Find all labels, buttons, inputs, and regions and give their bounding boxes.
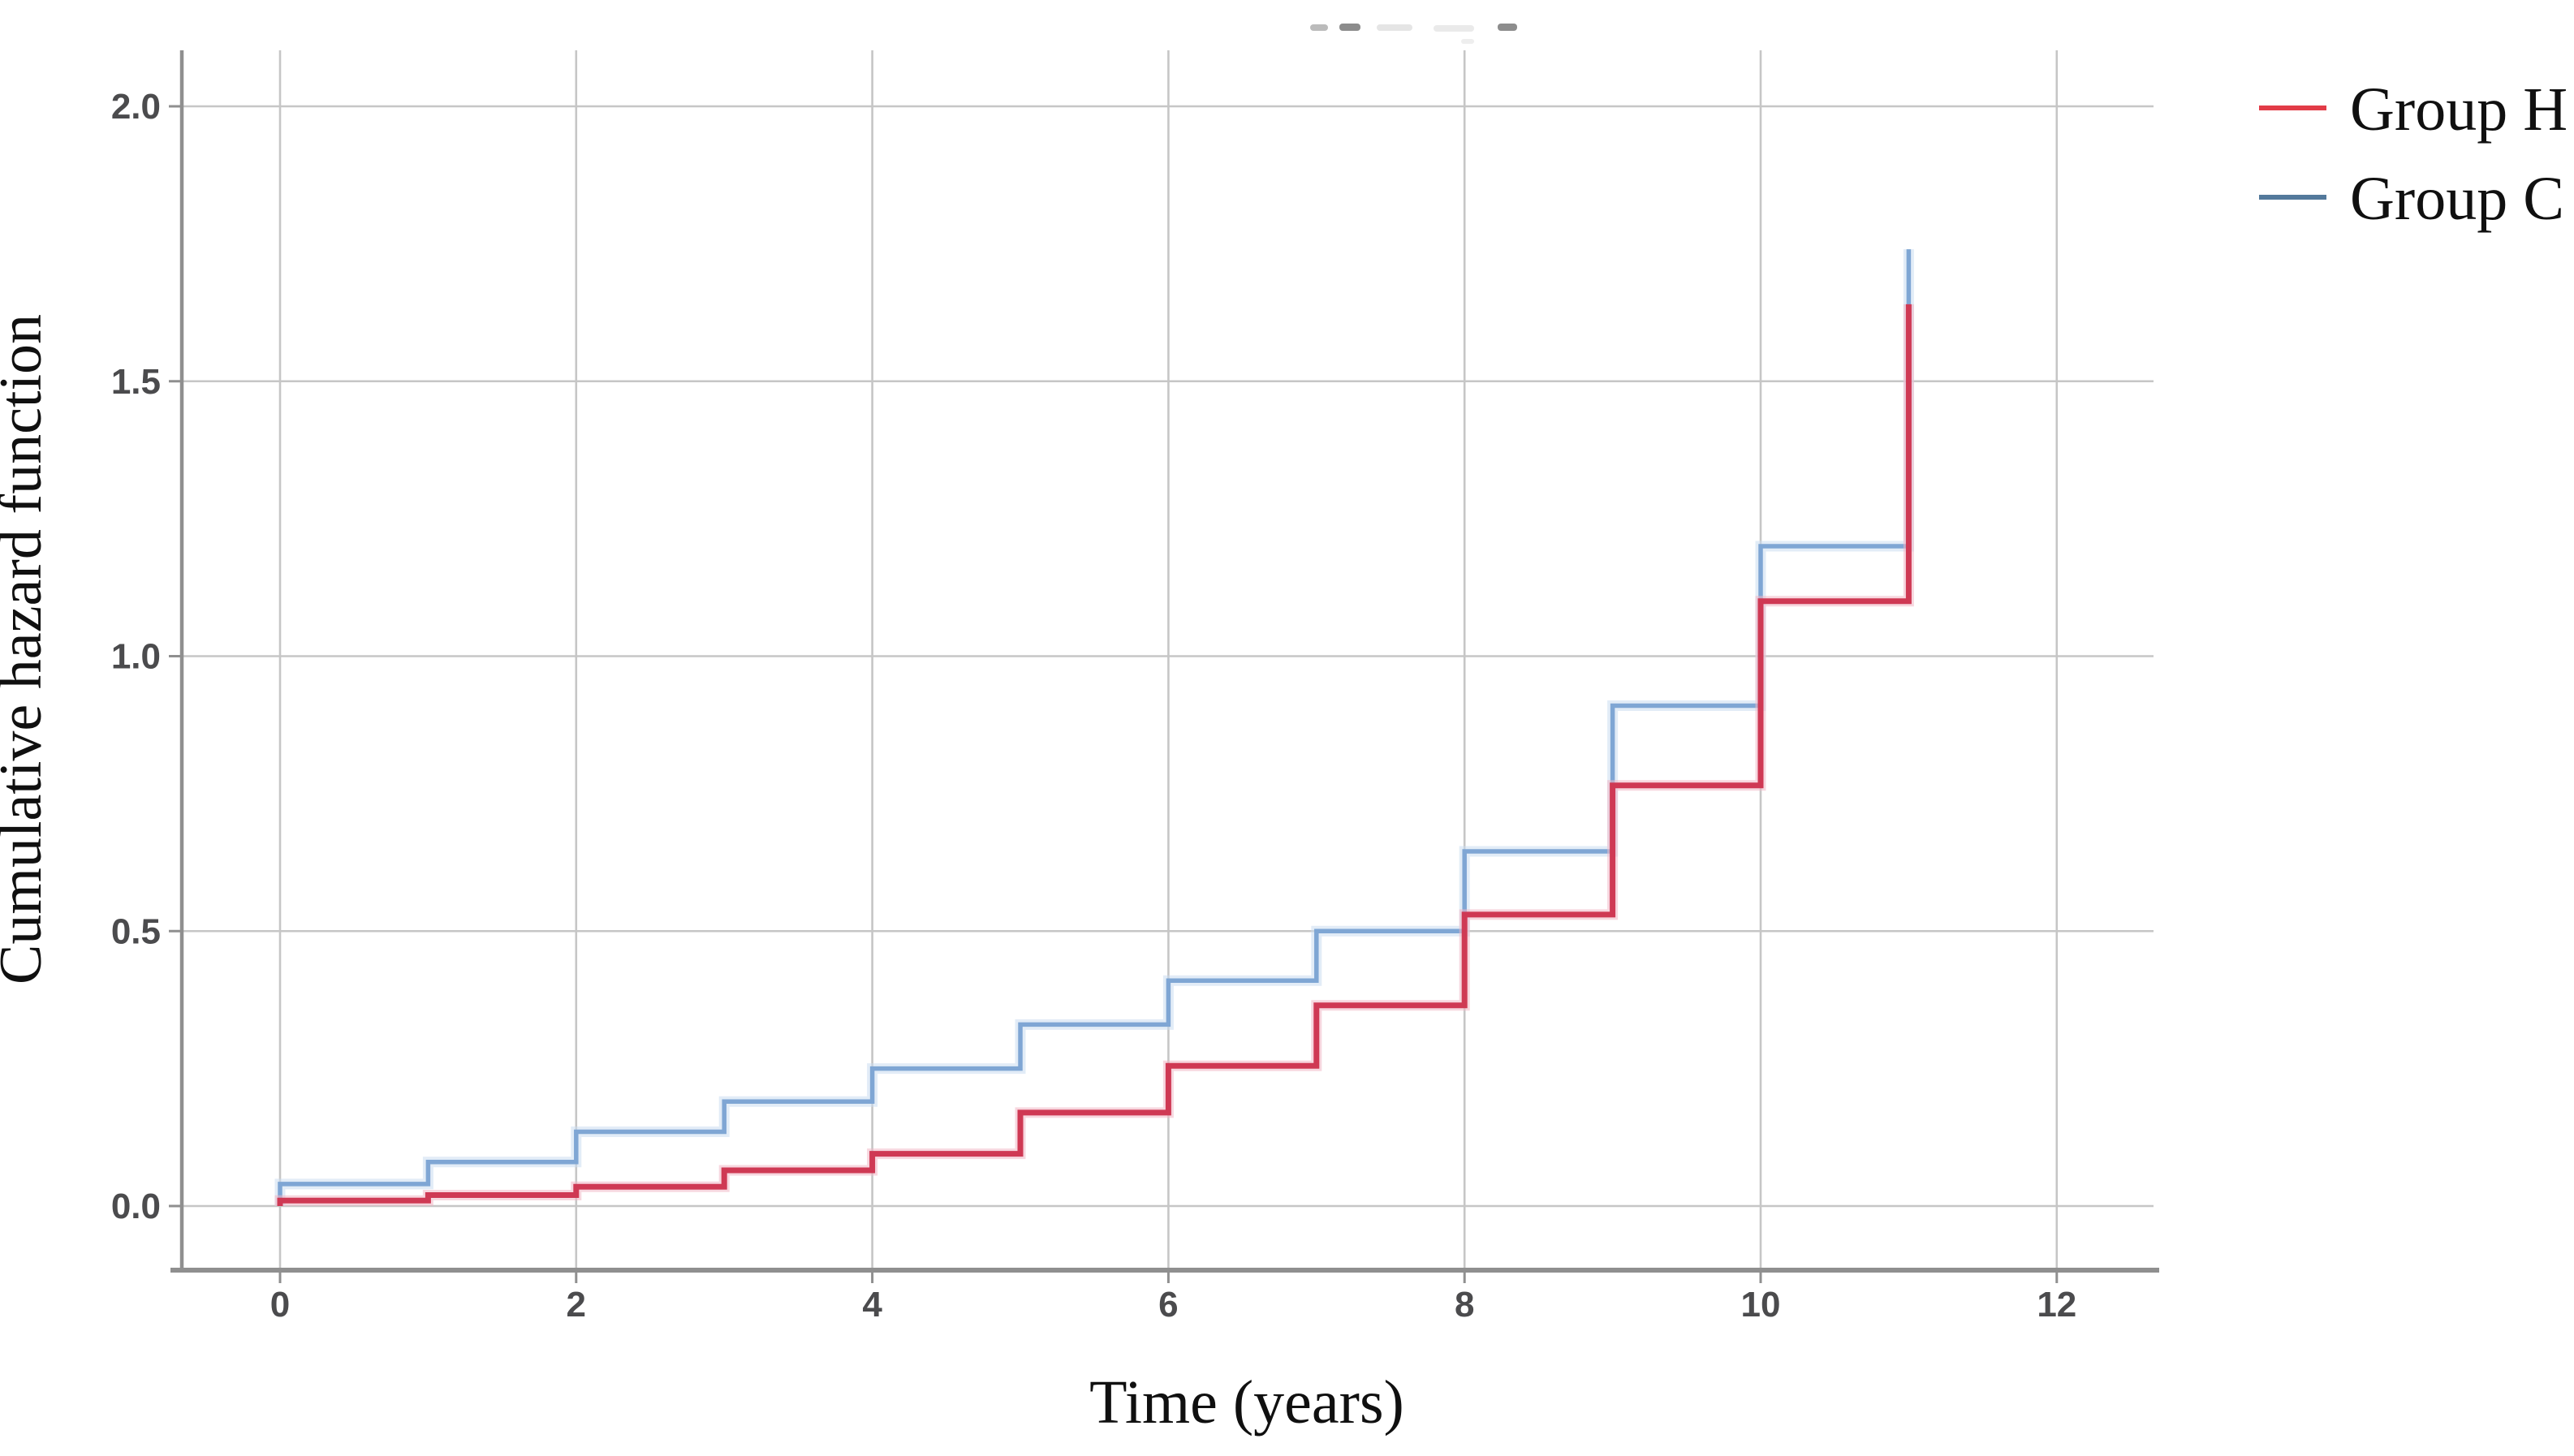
x-tick-label: 2	[567, 1285, 586, 1325]
tick-marks	[169, 105, 2059, 1283]
x-tick-label: 6	[1158, 1285, 1178, 1325]
legend-item-group-c: Group C	[2259, 165, 2564, 233]
x-axis-title: Time (years)	[1089, 1368, 1404, 1437]
series-curve-group-h	[277, 304, 1912, 1206]
tick-labels: 0 2 4 6 8 10 12 0.0 0.5 1.0 1.5 2.0	[111, 87, 2076, 1325]
series-halo-group-c	[274, 249, 1914, 1206]
legend-label-group-c: Group C	[2350, 165, 2564, 233]
x-tick-label: 0	[270, 1285, 290, 1325]
y-tick-label: 1.5	[111, 362, 161, 402]
x-tick-label: 12	[2037, 1285, 2076, 1325]
y-tick-label: 2.0	[111, 87, 161, 127]
series-halo-group-h	[274, 304, 1914, 1206]
y-tick-label: 0.0	[111, 1187, 161, 1226]
x-tick-label: 8	[1455, 1285, 1474, 1325]
series-curve-group-c	[278, 249, 1912, 1206]
legend-item-group-h: Group H	[2259, 75, 2568, 144]
cropped-title-remnant	[1310, 24, 1517, 44]
x-tick-label: 4	[862, 1285, 882, 1325]
series-curves	[274, 249, 1914, 1206]
axis-lines	[170, 50, 2159, 1273]
legend-label-group-h: Group H	[2350, 75, 2568, 144]
y-tick-label: 1.0	[111, 637, 161, 677]
y-tick-label: 0.5	[111, 911, 161, 951]
x-tick-label: 10	[1741, 1285, 1781, 1325]
legend: Group H Group C	[2259, 75, 2568, 233]
y-axis-title: Cumulative hazard function	[0, 314, 54, 984]
